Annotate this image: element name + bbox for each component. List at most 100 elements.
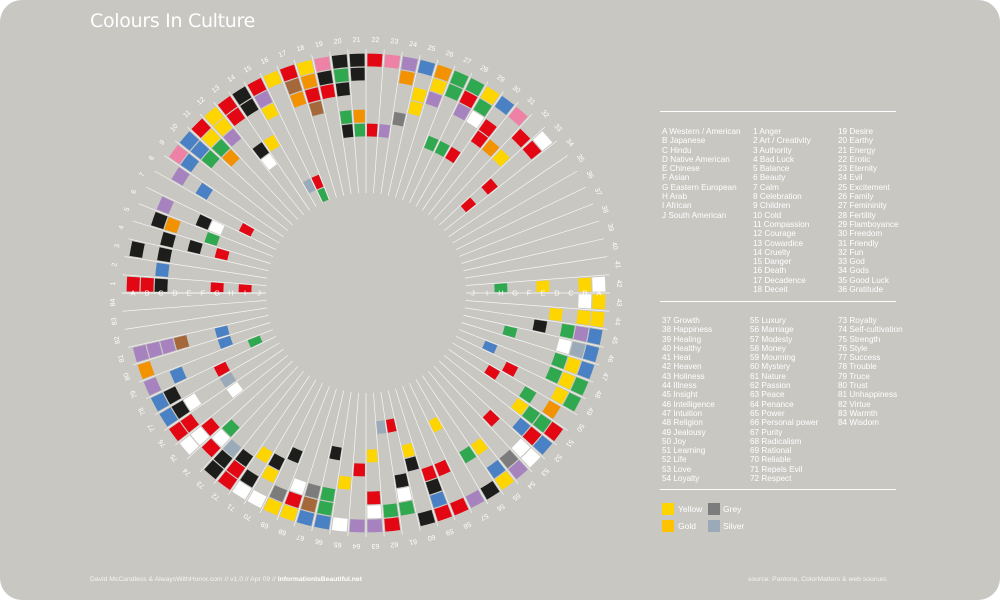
spoke-label-80: 80 <box>123 372 132 382</box>
spoke-line <box>293 388 337 527</box>
spoke-label-71: 71 <box>226 502 236 512</box>
colour-cell-76-F <box>226 382 243 398</box>
colour-cell-21-B <box>350 67 365 81</box>
colour-cell-50-B <box>542 400 561 419</box>
colour-cell-61-B <box>398 500 415 516</box>
colour-cell-52-B <box>522 426 542 446</box>
key-entry: 22 Erotic <box>838 154 871 164</box>
spoke-label-78: 78 <box>138 406 148 416</box>
colour-cell-74-C <box>211 428 231 448</box>
colour-cell-30-C <box>478 119 497 137</box>
spoke-line <box>465 274 610 286</box>
key-entry: 13 Cowardice <box>753 238 804 248</box>
colour-cell-54-B <box>499 449 519 469</box>
spoke-line <box>402 385 456 521</box>
colour-cell-3-C <box>157 247 173 263</box>
spoke-line <box>293 59 337 198</box>
spoke-line <box>402 65 456 201</box>
colour-cell-45-C <box>559 323 575 339</box>
colour-cell-78-F <box>213 361 230 377</box>
colour-cell-72-A <box>217 471 238 490</box>
key-entry: A Western / American <box>662 127 741 136</box>
colour-cell-62-B <box>383 503 399 518</box>
colour-cell-28-A <box>465 77 485 97</box>
colour-cell-51-A <box>544 421 563 442</box>
colour-cell-14-E <box>263 134 280 152</box>
spoke-line <box>465 300 610 312</box>
colour-cell-16-J <box>317 187 329 203</box>
key-entry: 6 Beauty <box>753 173 786 183</box>
colour-cell-1-A <box>126 276 140 292</box>
spoke-label-41: 41 <box>613 260 621 269</box>
key-entry: 8 Celebration <box>753 192 802 202</box>
key-entry: 58 Money <box>750 343 786 353</box>
colour-cell-19-A <box>314 56 331 72</box>
key-entry: I African <box>662 201 692 211</box>
spoke-line <box>452 170 578 244</box>
key-entry: 38 Happiness <box>662 325 713 335</box>
key-entry: 46 Intelligence <box>662 399 715 409</box>
colour-cell-74-D <box>222 419 240 437</box>
colour-cell-71-D <box>255 446 273 464</box>
key-entry: 73 Royalty <box>838 316 877 325</box>
colour-cell-48-B <box>558 371 576 390</box>
colour-cell-45-E <box>532 319 548 333</box>
colour-cell-19-C <box>320 84 336 100</box>
colour-cell-26-A <box>434 64 453 82</box>
spoke-line <box>461 220 600 264</box>
colour-cell-20-C <box>335 82 350 97</box>
ring-label-C: C <box>568 288 574 297</box>
key-entry: 14 Cruelty <box>753 247 791 257</box>
spoke-line <box>199 113 299 220</box>
spoke-label-72: 72 <box>211 491 222 501</box>
spoke-label-20: 20 <box>333 38 342 46</box>
key-entry: H Arab <box>662 192 688 202</box>
spoke-line <box>124 256 268 279</box>
colour-cell-69-B <box>269 485 288 503</box>
colour-cell-55-B <box>486 460 506 479</box>
spoke-label-84: 84 <box>110 298 117 306</box>
key-entry: 7 Calm <box>753 182 779 192</box>
colour-cell-17-A <box>279 64 298 82</box>
colour-cell-77-C <box>183 393 202 412</box>
ring-label-H: H <box>498 288 503 297</box>
spoke-label-47: 47 <box>600 372 609 382</box>
spoke-label-75: 75 <box>169 452 179 463</box>
colour-cell-20-A <box>331 54 348 69</box>
divider-top <box>660 111 896 112</box>
spoke-line <box>347 49 359 194</box>
key-entry: 84 Wisdom <box>838 418 879 428</box>
key-entry: 59 Mourning <box>750 353 796 363</box>
colour-cell-11-D <box>222 149 240 167</box>
colour-cell-12-B <box>213 117 233 137</box>
colour-cell-24-B <box>398 70 415 86</box>
colour-cell-71-B <box>240 469 259 488</box>
spoke-line <box>409 73 473 204</box>
key-entry: 66 Personal power <box>750 418 819 428</box>
colour-cell-21-A <box>349 53 365 67</box>
swatch-yellow <box>662 503 674 515</box>
colour-cell-78-B <box>163 386 182 405</box>
colour-cell-16-A <box>263 70 282 89</box>
colour-cell-14-B <box>240 98 259 117</box>
colour-cell-72-B <box>226 460 246 479</box>
ring-label-F: F <box>527 288 532 297</box>
colour-cell-77-A <box>159 407 178 427</box>
colour-cell-81-G <box>214 325 230 338</box>
key-entry: 67 Purity <box>750 427 783 437</box>
colour-cell-33-B <box>522 140 542 160</box>
key-entry: 70 Reliable <box>750 455 791 465</box>
colour-cell-12-C <box>223 128 242 147</box>
colour-cell-10-A <box>179 131 199 151</box>
colour-cell-13-F <box>261 153 277 170</box>
colour-cell-66-C <box>320 486 336 502</box>
colour-cell-44-D <box>548 307 563 322</box>
credit-site-link[interactable]: InformationIsBeautiful.net <box>277 576 362 583</box>
spoke-label-28: 28 <box>479 65 489 75</box>
colour-cell-65-D <box>337 475 352 490</box>
colour-cell-52-A <box>533 435 553 455</box>
ring-label-I: I <box>486 288 488 297</box>
key-entry: 43 Holiness <box>662 371 705 381</box>
colour-cell-77-B <box>171 400 190 419</box>
spoke-line <box>138 203 274 257</box>
